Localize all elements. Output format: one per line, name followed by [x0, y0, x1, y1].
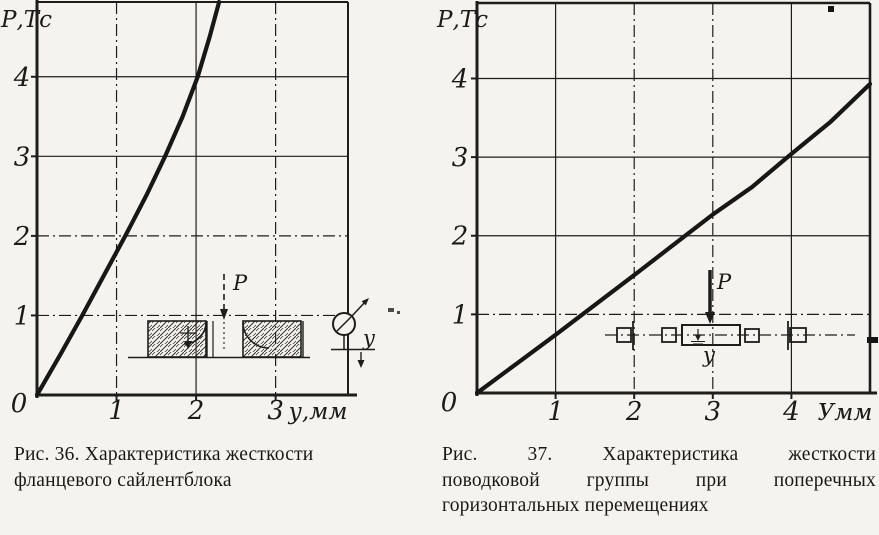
figure-37: 1 2 3 4 1 2 3 4 0 Умм Р,Тс Р у Рис. 37. Характерис…	[435, 0, 879, 535]
inset-joint-block	[744, 328, 760, 343]
x-tick-label: 3	[705, 397, 722, 427]
caption-line: горизонтальных перемещениях	[442, 495, 709, 516]
dial-pointer-arrowhead	[361, 298, 369, 306]
fig36-stiffness-chart: 1 2 3 1 2 3 4 0 у,мм Р,Тс Р у	[0, 0, 376, 426]
y-tick-label: 3	[14, 142, 31, 172]
caption-line: Рис. 36. Характеристика жесткости	[14, 444, 314, 465]
inset-anchor-arrowhead	[184, 341, 192, 349]
origin-label: 0	[441, 388, 458, 418]
stiffness-curve	[474, 81, 873, 396]
fig36-inset-silentblock-section: Р у	[128, 271, 376, 368]
scan-artifact	[867, 337, 878, 343]
figure-36: 1 2 3 1 2 3 4 0 у,мм Р,Тс Р у	[0, 0, 422, 493]
force-label: Р	[232, 271, 248, 295]
y-axis-title: Р,Тс	[0, 7, 52, 33]
caption-line: Рис. 37. Характеристика жесткости	[442, 444, 876, 465]
displacement-label: у	[362, 326, 376, 350]
inset-displacement-arrowhead	[695, 335, 701, 341]
y-tick-label: 2	[13, 222, 31, 252]
y-axis-title: Р,Тс	[436, 7, 488, 33]
x-axis-title: Умм	[818, 400, 873, 426]
fig37-inset-linkage-group: Р у	[605, 270, 855, 367]
x-axis-title: у,мм	[288, 399, 348, 425]
x-tick-label: 3	[267, 396, 284, 426]
dial-needle	[336, 316, 352, 332]
y-tick-label: 2	[451, 222, 469, 252]
origin-label: 0	[11, 389, 28, 419]
x-tick-label: 4	[782, 397, 800, 427]
y-tick-label: 4	[451, 64, 469, 94]
scan-artifact	[828, 6, 834, 12]
dial-pointer-arrow	[351, 300, 367, 317]
stiffness-curve	[34, 0, 222, 398]
scan-artifact	[388, 308, 394, 312]
displacement-arrowhead	[357, 360, 365, 368]
force-arrowhead	[220, 309, 228, 320]
inset-flange-profile	[242, 321, 270, 349]
y-tick-label: 3	[452, 143, 469, 173]
fig37-caption: Рис. 37. Характеристика жесткости поводк…	[442, 442, 876, 519]
scan-artifact	[397, 311, 400, 314]
x-tick-label: 1	[108, 396, 125, 426]
inset-right-rubber-block	[242, 320, 302, 358]
y-tick-label: 1	[452, 300, 469, 330]
inset-left-rubber-block	[147, 320, 207, 358]
inset-joint-block	[661, 327, 677, 343]
force-label: Р	[716, 270, 732, 294]
inset-central-link	[681, 324, 741, 346]
x-tick-label: 2	[625, 397, 643, 427]
fig36-caption: Рис. 36. Характеристика жесткости фланце…	[14, 442, 422, 493]
inset-joint-block	[789, 327, 807, 343]
caption-line: фланцевого сайлентблока	[14, 469, 232, 491]
inset-joint-block	[616, 327, 632, 343]
x-tick-label: 2	[187, 396, 205, 426]
y-tick-label: 4	[13, 63, 31, 93]
fig37-stiffness-chart: 1 2 3 4 1 2 3 4 0 Умм Р,Тс Р у	[436, 1, 877, 427]
caption-line: поводковой группы при поперечных	[442, 469, 876, 491]
y-tick-label: 1	[14, 301, 31, 331]
x-tick-label: 1	[547, 397, 564, 427]
force-arrowhead	[705, 312, 715, 324]
displacement-label: у	[702, 343, 716, 367]
